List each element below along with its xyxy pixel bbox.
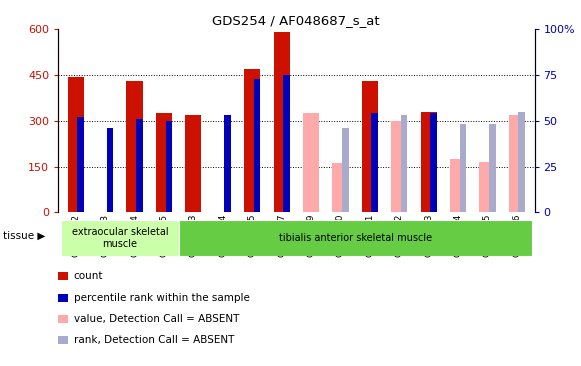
Bar xyxy=(421,112,437,212)
Bar xyxy=(332,164,349,212)
Bar xyxy=(431,113,437,212)
Bar xyxy=(362,81,378,212)
Bar xyxy=(67,76,84,212)
Bar xyxy=(244,69,260,212)
Text: rank, Detection Call = ABSENT: rank, Detection Call = ABSENT xyxy=(74,335,234,345)
Bar xyxy=(479,162,496,212)
Text: tibialis anterior skeletal muscle: tibialis anterior skeletal muscle xyxy=(278,233,432,243)
Bar xyxy=(460,124,466,212)
Bar xyxy=(401,115,407,212)
Text: extraocular skeletal
muscle: extraocular skeletal muscle xyxy=(71,227,168,249)
Bar xyxy=(254,79,260,212)
Bar xyxy=(342,128,349,212)
Bar xyxy=(166,121,172,212)
Bar xyxy=(391,121,407,212)
Bar xyxy=(127,81,143,212)
Bar xyxy=(136,119,143,212)
Bar xyxy=(450,159,466,212)
Bar xyxy=(61,220,179,256)
Bar xyxy=(179,220,532,256)
Bar xyxy=(283,75,290,212)
Text: count: count xyxy=(74,271,103,281)
Bar xyxy=(156,113,172,212)
Bar xyxy=(77,117,84,212)
Bar xyxy=(274,32,290,212)
Bar xyxy=(185,115,202,212)
Text: percentile rank within the sample: percentile rank within the sample xyxy=(74,292,250,303)
Text: tissue ▶: tissue ▶ xyxy=(3,231,45,241)
Bar xyxy=(224,115,231,212)
Bar xyxy=(489,124,496,212)
Bar xyxy=(303,113,319,212)
Bar xyxy=(107,128,113,212)
Bar xyxy=(509,115,525,212)
Text: value, Detection Call = ABSENT: value, Detection Call = ABSENT xyxy=(74,314,239,324)
Bar xyxy=(371,113,378,212)
Bar xyxy=(518,112,525,212)
Title: GDS254 / AF048687_s_at: GDS254 / AF048687_s_at xyxy=(213,14,380,27)
